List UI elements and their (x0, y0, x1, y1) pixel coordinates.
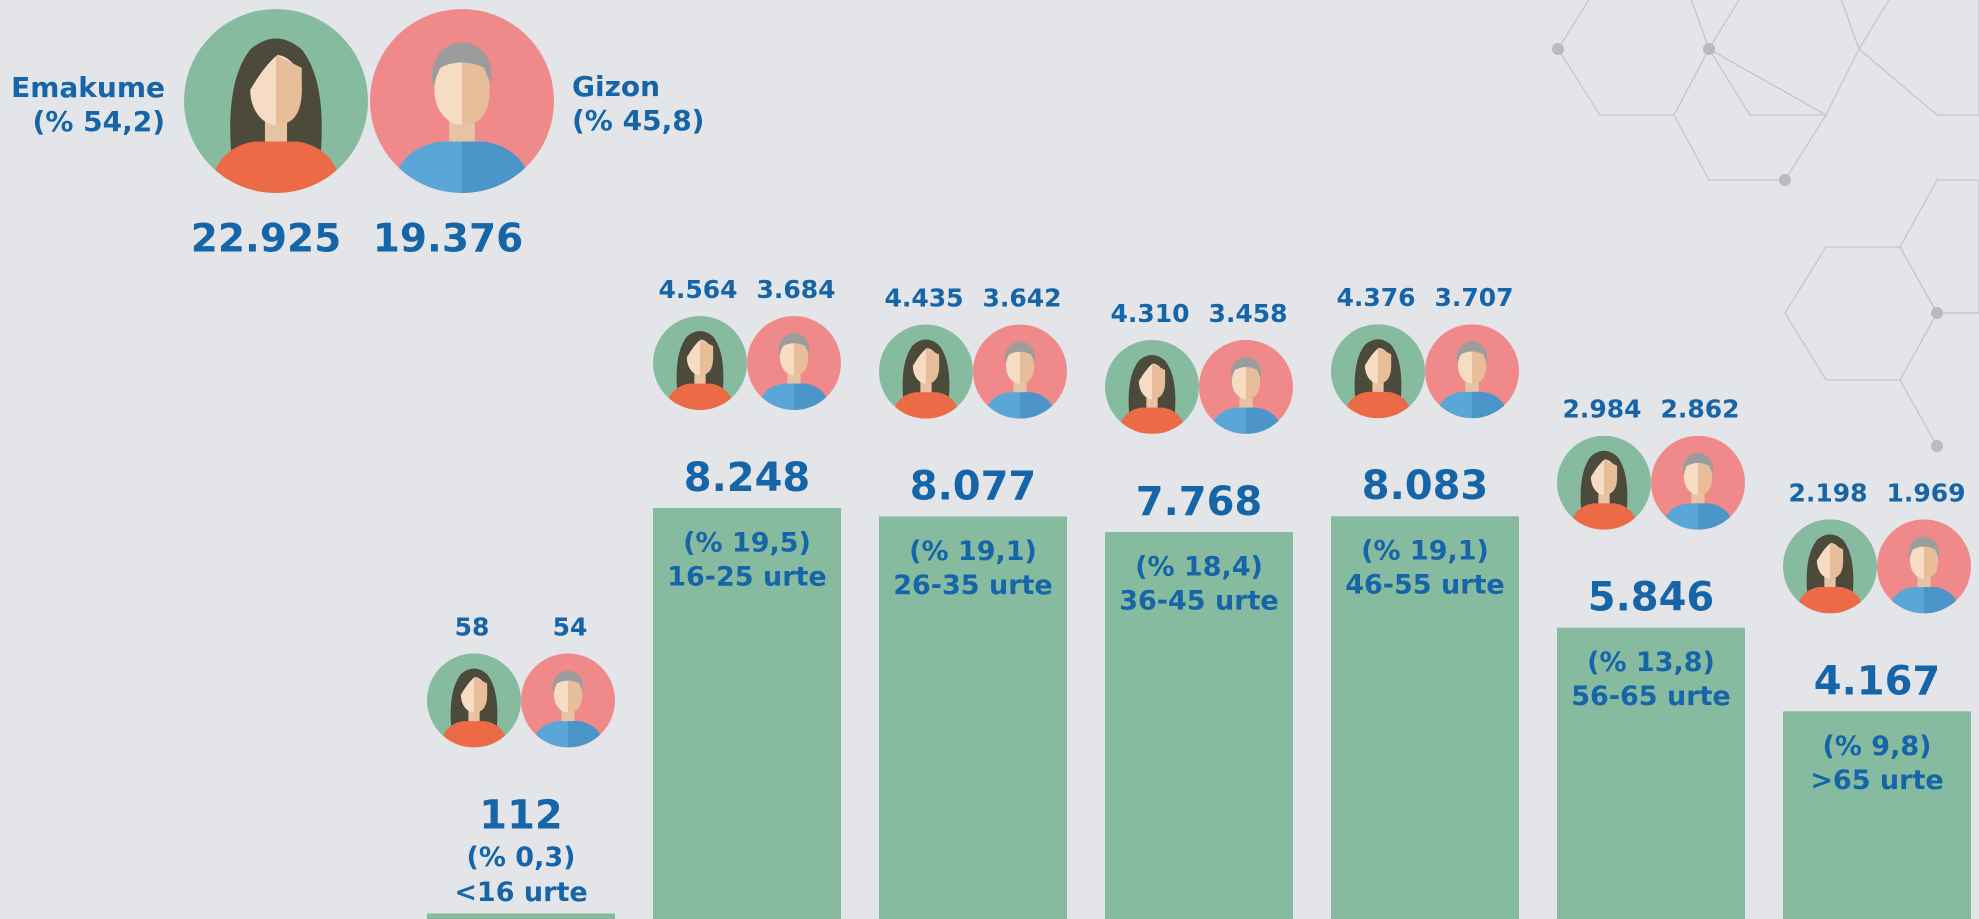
men-count: 2.862 (1660, 395, 1739, 424)
men-avatar (973, 325, 1067, 419)
men-avatar (1425, 324, 1519, 418)
men-count: 3.684 (756, 275, 835, 304)
women-avatar (427, 653, 521, 747)
women-avatar (184, 9, 368, 193)
men-count: 3.707 (1434, 283, 1513, 312)
share-label: (% 13,8) (1587, 647, 1715, 678)
men-count: 3.458 (1208, 299, 1287, 328)
total-label: 5.846 (1588, 575, 1715, 621)
women-count: 58 (455, 612, 490, 641)
share-label: (% 19,1) (909, 536, 1037, 567)
category-label: 46-55 urte (1345, 570, 1505, 601)
total-label: 112 (479, 792, 563, 838)
category-label: 16-25 urte (667, 562, 827, 593)
women-label: Emakume (11, 71, 165, 104)
men-label: Gizon (572, 70, 660, 103)
women-share: (% 54,2) (33, 105, 165, 138)
men-count: 1.969 (1886, 478, 1965, 507)
category-label: 26-35 urte (893, 570, 1053, 601)
share-label: (% 0,3) (467, 842, 576, 873)
share-label: (% 18,4) (1135, 551, 1263, 582)
category-label: 56-65 urte (1571, 681, 1731, 712)
total-label: 4.167 (1814, 658, 1941, 704)
total-label: 8.248 (684, 455, 811, 501)
women-avatar (1105, 340, 1199, 434)
women-avatar (879, 325, 973, 419)
women-count: 2.198 (1788, 478, 1867, 507)
page: Emakume (% 54,2) Gizon (% 45,8) 22.925 1… (0, 0, 1979, 919)
men-avatar (1199, 340, 1293, 434)
women-count: 4.376 (1336, 283, 1415, 312)
women-avatar (1331, 324, 1425, 418)
share-label: (% 9,8) (1823, 731, 1932, 762)
women-count: 4.564 (658, 275, 737, 304)
infographic: Emakume (% 54,2) Gizon (% 45,8) 22.925 1… (0, 0, 1979, 919)
men-count: 3.642 (982, 284, 1061, 313)
men-share: (% 45,8) (572, 104, 704, 137)
women-count: 22.925 (191, 217, 342, 262)
total-label: 8.083 (1362, 463, 1489, 509)
men-count: 19.376 (373, 217, 524, 262)
women-avatar (653, 316, 747, 410)
total-label: 8.077 (910, 464, 1037, 510)
men-avatar (370, 9, 554, 193)
bar (427, 913, 615, 919)
men-avatar (521, 653, 615, 747)
category-label: <16 urte (454, 877, 587, 908)
men-avatar (747, 316, 841, 410)
women-avatar (1557, 436, 1651, 530)
men-avatar (1877, 519, 1971, 613)
share-label: (% 19,5) (683, 528, 811, 559)
women-count: 2.984 (1562, 395, 1641, 424)
women-count: 4.435 (884, 284, 963, 313)
category-label: >65 urte (1810, 765, 1943, 796)
total-label: 7.768 (1136, 479, 1263, 525)
women-count: 4.310 (1110, 299, 1189, 328)
men-count: 54 (553, 612, 588, 641)
hexagon-decoration (1552, 0, 1979, 452)
men-avatar (1651, 436, 1745, 530)
women-avatar (1783, 519, 1877, 613)
category-label: 36-45 urte (1119, 585, 1279, 616)
share-label: (% 19,1) (1361, 536, 1489, 567)
